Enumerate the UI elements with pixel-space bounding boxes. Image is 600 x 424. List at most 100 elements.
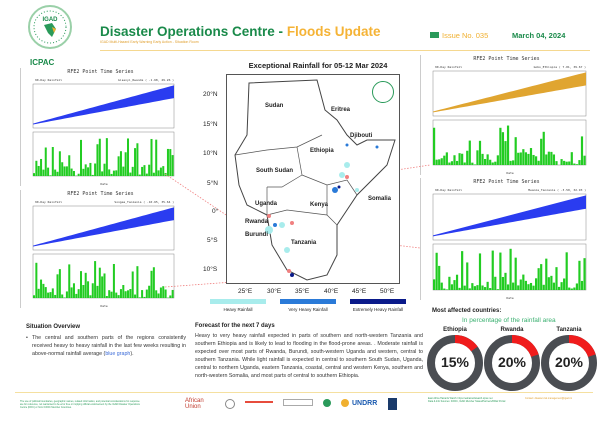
map-legend: Heavy Rainfall Very Heavy Rainfall Extre… xyxy=(210,299,406,312)
daily-rainfall-bar xyxy=(568,161,571,165)
daily-rainfall-bar xyxy=(101,276,104,298)
daily-rainfall-bar xyxy=(560,282,563,290)
daily-rainfall-bar xyxy=(527,153,530,165)
issue-text: Issue No. 035 xyxy=(442,31,489,40)
daily-rainfall-bar xyxy=(575,164,578,165)
daily-rainfall-bar xyxy=(440,158,443,165)
daily-rainfall-bar xyxy=(476,150,479,165)
daily-rainfall-bar xyxy=(61,162,64,176)
chart-left-label: 90-Day Rainfall xyxy=(435,65,463,69)
daily-rainfall-bar xyxy=(550,151,553,165)
daily-rainfall-bar xyxy=(119,151,122,176)
blue-graph-link[interactable]: blue graph xyxy=(105,351,131,357)
daily-rainfall-bar xyxy=(82,168,85,176)
daily-rainfall-bar xyxy=(522,274,525,290)
daily-rainfall-bar xyxy=(162,166,165,176)
daily-rainfall-bar xyxy=(568,287,571,290)
donut-ring xyxy=(484,335,540,391)
daily-rainfall-bar xyxy=(110,173,113,176)
affected-subheading: In percentage of the rainfall area xyxy=(462,317,556,324)
daily-rainfall-bar xyxy=(443,155,446,165)
daily-rainfall-bar xyxy=(570,288,573,290)
daily-rainfall-bar xyxy=(537,268,540,290)
cumulative-rainfall-band xyxy=(33,207,174,247)
lat-tick: 0° xyxy=(212,208,219,215)
footer-contact[interactable]: Contact: disaster.risk.management@igad.i… xyxy=(525,397,572,400)
daily-rainfall-bar xyxy=(89,295,92,298)
daily-rainfall-bar xyxy=(448,276,451,290)
daily-rainfall-bar xyxy=(40,279,43,298)
issue-number: Issue No. 035 xyxy=(430,31,488,40)
daily-rainfall-bar xyxy=(37,288,40,298)
daily-rainfall-bar xyxy=(583,258,586,290)
daily-rainfall-bar xyxy=(458,153,461,165)
daily-rainfall-bar xyxy=(105,138,108,176)
daily-rainfall-bar xyxy=(524,280,527,290)
daily-rainfall-bar xyxy=(141,166,144,176)
lat-tick: 10°S xyxy=(203,266,218,273)
daily-rainfall-bar xyxy=(91,283,94,298)
daily-rainfall-bar xyxy=(143,296,146,298)
daily-rainfall-bar xyxy=(489,288,492,290)
daily-rainfall-bar xyxy=(453,155,456,165)
lat-tick: 20°N xyxy=(203,91,218,98)
page-title: Disaster Operations Centre - Floods Upda… xyxy=(100,24,381,39)
daily-rainfall-bar xyxy=(98,138,101,176)
lat-tick: 5°S xyxy=(207,237,218,244)
daily-rainfall-bar xyxy=(504,141,507,165)
daily-rainfall-bar xyxy=(84,164,87,176)
chart-title: RFE2 Point Time Series xyxy=(473,56,540,62)
daily-rainfall-bar xyxy=(438,265,441,290)
lon-tick: 45°E xyxy=(352,288,367,295)
daily-rainfall-bar xyxy=(450,161,454,165)
daily-rainfall-bar xyxy=(157,170,160,176)
partner-logo-square xyxy=(388,398,397,410)
daily-rainfall-bar xyxy=(570,152,573,165)
daily-rainfall-bar xyxy=(65,291,68,298)
footer-divider xyxy=(15,392,593,393)
legend-heavy: Heavy Rainfall xyxy=(210,299,266,312)
daily-rainfall-bar xyxy=(58,151,61,176)
daily-rainfall-bar xyxy=(496,289,499,290)
daily-rainfall-bar xyxy=(455,160,459,165)
daily-rainfall-bar xyxy=(70,287,73,298)
daily-rainfall-bar xyxy=(49,292,52,298)
daily-rainfall-bar xyxy=(486,281,489,290)
svg-text:IGAD: IGAD xyxy=(43,17,59,23)
daily-rainfall-bar xyxy=(491,250,494,290)
daily-rainfall-bar xyxy=(152,267,155,298)
daily-rainfall-bar xyxy=(443,288,446,290)
daily-rainfall-bar xyxy=(496,155,499,165)
chart-station: Gobo_Ethiopia ( 7.01, 39.67 ) xyxy=(533,65,586,69)
undrr-logo: UNDRR xyxy=(352,400,378,407)
header-divider xyxy=(100,50,590,51)
chart-station: Gisenyi_Rwanda ( -1.68, 29.26 ) xyxy=(118,78,174,82)
chart-left-label: 90-Day Rainfall xyxy=(35,200,63,204)
daily-rainfall-bar xyxy=(499,252,502,290)
daily-rainfall-bar xyxy=(63,166,66,176)
daily-rainfall-bar xyxy=(471,162,474,165)
chart-xlabel: Date xyxy=(100,182,108,186)
daily-rainfall-bar xyxy=(56,171,59,176)
daily-rainfall-bar xyxy=(535,278,538,290)
daily-rainfall-bar xyxy=(468,288,471,290)
daily-rainfall-bar xyxy=(448,162,451,165)
time-series-chart-gobo: RFE2 Point Time Series 90-Day Rainfall G… xyxy=(420,55,592,175)
daily-rainfall-bar xyxy=(164,289,167,298)
daily-rainfall-bar xyxy=(169,295,172,298)
daily-rainfall-bar xyxy=(506,125,510,165)
chart-station: Songea_Tanzania ( -10.65, 35.64 ) xyxy=(114,200,174,204)
title-main: Disaster Operations Centre - xyxy=(100,24,287,39)
daily-rainfall-bar xyxy=(555,161,558,165)
daily-rainfall-bar xyxy=(489,159,492,165)
daily-rainfall-bar xyxy=(82,284,85,298)
cumulative-rainfall-band xyxy=(433,72,586,113)
lat-tick: 10°N xyxy=(203,150,218,157)
african-union-logo: African Union xyxy=(185,398,204,410)
chart-station: Mwanza_Tanzania ( -3.50, 32.93 ) xyxy=(528,188,586,192)
partner-logos xyxy=(225,399,375,410)
daily-rainfall-bar xyxy=(563,160,566,165)
daily-rainfall-bar xyxy=(471,283,474,290)
chart-left-label: 90-Day Rainfall xyxy=(435,188,463,192)
daily-rainfall-bar xyxy=(37,165,40,176)
